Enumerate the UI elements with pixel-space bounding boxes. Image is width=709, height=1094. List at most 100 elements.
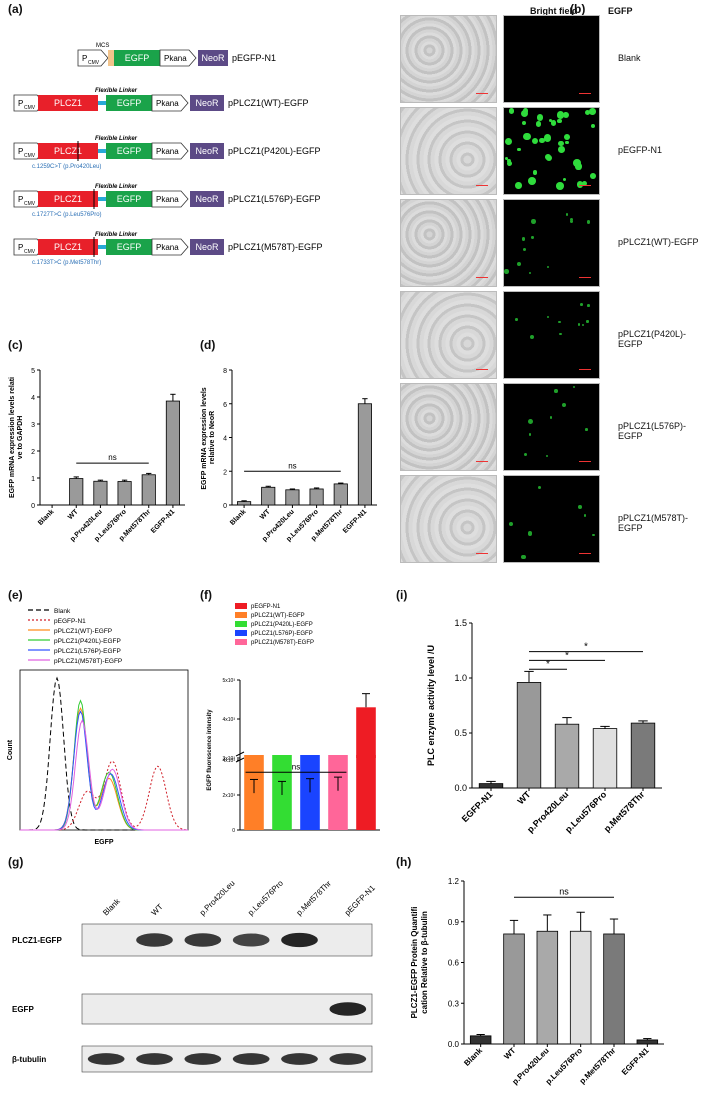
fluorescent-cell [508, 521, 514, 527]
significance-label: ns [292, 762, 300, 771]
blot-band [184, 1053, 222, 1065]
fluorescent-cell [504, 156, 508, 161]
fluorescent-cell [549, 119, 553, 123]
chart-f: pEGFP-N1 pPLCZ1(WT)-EGFP pPLCZ1(P420L)-EGF… [207, 603, 380, 834]
legend-swatch [235, 612, 247, 618]
bar [141, 474, 156, 506]
x-tick-label: Blank [229, 508, 248, 527]
panel-label-f: (f) [200, 588, 212, 602]
egfp-label: EGFP [125, 53, 150, 63]
pkana-shape [151, 94, 189, 112]
y-tick-label: 1.5 [454, 618, 467, 628]
pkana-label: Pkana [164, 54, 187, 63]
pkana-label: Pkana [156, 147, 179, 156]
fluorescent-cell [557, 119, 562, 124]
x-tick-label: Blank [37, 508, 56, 527]
x-tick-label: WT [259, 508, 272, 521]
fluorescent-cell [570, 217, 574, 222]
linker-box [98, 197, 106, 201]
legend-label: pPLCZ1(P420L)-EGFP [251, 622, 313, 628]
y-tick-label: 3x10³ [222, 756, 235, 762]
scale-bar [476, 93, 488, 94]
panel-label-d: (d) [200, 338, 216, 352]
y-tick-label: 0.3 [448, 999, 460, 1008]
fluorescent-cell [508, 108, 515, 114]
histogram-curve [20, 710, 188, 831]
legend-label: pPLCZ1(L576P)-EGFP [54, 648, 121, 655]
y-tick-label: 8 [223, 368, 227, 375]
bar [69, 478, 84, 506]
pcmv-sub: CMV [24, 249, 36, 255]
y-tick-label: 1.0 [454, 673, 467, 683]
legend-swatch [235, 630, 247, 636]
pcmv-label: P [18, 243, 23, 252]
linker-label: Flexible Linker [95, 184, 138, 190]
fluorescent-cell [550, 120, 557, 126]
bar [165, 400, 180, 506]
fluorescent-cell [531, 219, 537, 224]
bar [478, 783, 504, 789]
lane-label: p.Met578Thr [295, 879, 334, 918]
y-axis-label: EGFP fluorescence intensity [207, 709, 213, 791]
fluorescent-cell [590, 123, 596, 129]
legend-label: pEGFP-N1 [251, 604, 281, 610]
y-axis-label: EGFP mRNA expression levels relative to … [9, 377, 24, 498]
bar [117, 481, 132, 506]
y-tick-label: 2 [31, 449, 35, 456]
bar [503, 933, 525, 1045]
lane-label: Blank [101, 896, 122, 917]
plcz1-label: PLCZ1 [54, 98, 82, 108]
fluorescent-cell [531, 236, 534, 239]
blot-band [136, 933, 173, 947]
y-tick-label: 4 [223, 436, 227, 443]
blot-band [329, 1053, 367, 1065]
fluorescent-cell [581, 323, 585, 326]
bar [333, 483, 348, 506]
linker-label: Flexible Linker [95, 136, 138, 142]
fluorescent-cell [556, 182, 564, 190]
egfp-image [503, 475, 600, 563]
fluorescent-cell [562, 403, 567, 408]
significance-label: ns [559, 886, 569, 896]
pcmv-sub: CMV [24, 153, 36, 159]
pcmv-label: P [82, 54, 87, 63]
fluorescent-cell [528, 176, 536, 185]
y-tick-label: 0.0 [454, 783, 467, 793]
fluorescent-cell [584, 428, 588, 431]
bar [516, 682, 542, 789]
fluorescent-cell [586, 320, 589, 323]
fluorescent-cell [572, 385, 575, 388]
blot-row-label: β-tubulin [12, 1055, 46, 1064]
brightfield-image [400, 475, 497, 563]
plcz1-label: PLCZ1 [54, 242, 82, 252]
y-tick-label: 2x10³ [222, 793, 235, 799]
x-tick-label: WT [515, 789, 532, 806]
y-tick-label: 6 [223, 402, 227, 409]
fluorescent-cell [547, 266, 550, 269]
bar [603, 933, 625, 1045]
fluorescent-cell [515, 317, 519, 321]
significance-label: ns [288, 461, 296, 470]
western-blot: Blank WT p.Pro420Leu p.Leu576Pro p.Met578Thr… [12, 878, 377, 1073]
plcz1-box [38, 143, 98, 159]
bar [569, 930, 592, 1045]
construct-name: pEGFP-N1 [232, 53, 276, 63]
blot-band [87, 1053, 125, 1065]
legend-label: pPLCZ1(M578T)-EGFP [54, 658, 122, 665]
construct-name: pPLCZ1(WT)-EGFP [228, 98, 309, 108]
col-header-egfp: EGFP [608, 6, 633, 16]
microscopy-row-label: Blank [618, 53, 641, 63]
plcz1-box [38, 191, 98, 207]
microscopy-row-label: pPLCZ1(WT)-EGFP [618, 237, 699, 247]
mutation-label: c.1733T>C (p.Met578Thr) [32, 260, 101, 266]
y-tick-label: 1.2 [448, 877, 460, 886]
egfp-image [503, 199, 600, 287]
scale-bar [579, 185, 591, 186]
fluorescent-cell [545, 154, 551, 160]
microscopy-row-label: pPLCZ1(M578T)-EGFP [618, 513, 689, 533]
fluorescent-cell [537, 485, 542, 490]
panel-label-g: (g) [8, 855, 24, 869]
construct-name: pPLCZ1(L576P)-EGFP [228, 194, 321, 204]
mcs-label: MCS [96, 43, 109, 49]
